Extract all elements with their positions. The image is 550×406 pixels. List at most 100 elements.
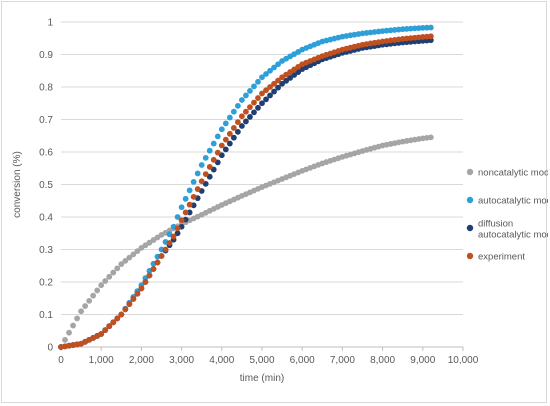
data-point [126, 254, 133, 261]
data-point [186, 201, 193, 208]
data-point [214, 133, 221, 140]
data-point [102, 278, 109, 284]
data-point [218, 142, 225, 149]
data-point [271, 64, 277, 71]
data-point [126, 301, 133, 307]
data-point [247, 114, 253, 120]
data-point [98, 282, 105, 289]
data-point [134, 248, 141, 255]
data-point [66, 329, 72, 336]
data-point [106, 273, 113, 280]
data-series [58, 24, 434, 350]
y-axis-title: conversion (%) [12, 151, 23, 218]
data-point [263, 87, 269, 94]
data-point [275, 84, 281, 91]
axes: 0 0.1 0.2 0.3 0.4 0.5 0.6 0.7 0.8 0.9 1 0 1,000 2,000… [39, 18, 479, 367]
data-point [90, 292, 97, 299]
legend-marker [466, 196, 474, 204]
x-tick-label: 4,000 [209, 355, 234, 366]
data-point [62, 336, 68, 343]
data-point [239, 123, 245, 129]
data-point [222, 146, 229, 153]
data-point [78, 308, 84, 315]
data-point [206, 164, 213, 170]
data-point [255, 78, 261, 85]
data-point [166, 240, 173, 246]
x-tick-label: 0 [58, 355, 64, 366]
x-tick-label: 6,000 [290, 355, 315, 366]
y-tick-label: 0.8 [39, 83, 53, 94]
data-point [255, 104, 261, 111]
series-autocatalytic-model [58, 24, 434, 350]
data-point [98, 331, 105, 337]
data-point [214, 149, 221, 156]
data-point [243, 118, 249, 125]
data-point [150, 266, 157, 272]
data-point [134, 290, 141, 297]
data-point [259, 74, 265, 81]
data-point [230, 125, 237, 131]
y-tick-label: 0.6 [39, 148, 53, 159]
data-point [283, 77, 290, 84]
data-point [202, 154, 209, 161]
data-point [170, 233, 177, 240]
data-point [174, 225, 181, 232]
data-point [267, 84, 273, 90]
data-point [226, 140, 233, 147]
y-tick-label: 0.7 [39, 115, 53, 126]
data-point [182, 195, 189, 202]
data-point [234, 119, 241, 125]
data-point [206, 147, 213, 154]
data-point [178, 204, 185, 211]
data-point [226, 130, 233, 137]
legend-item: autocatalytic model [466, 196, 548, 207]
data-point [267, 67, 273, 74]
data-point [110, 269, 117, 276]
data-point [263, 71, 269, 77]
data-point [427, 134, 434, 141]
x-tick-label: 10,000 [448, 355, 479, 366]
x-tick-label: 7,000 [330, 355, 355, 366]
legend-label: autocatalytic model [478, 196, 548, 207]
y-tick-label: 0.3 [39, 245, 53, 256]
legend-item: experiment [466, 252, 525, 263]
data-point [222, 120, 229, 127]
grid-lines [61, 21, 463, 315]
data-point [162, 246, 169, 253]
data-point [247, 88, 253, 94]
y-tick-label: 0 [47, 343, 53, 354]
data-point [86, 297, 93, 304]
data-point [194, 186, 201, 192]
data-point [287, 75, 294, 81]
series-experiment [58, 33, 434, 350]
data-point [239, 97, 245, 103]
x-tick-label: 2,000 [129, 355, 154, 366]
data-point [263, 96, 269, 103]
data-point [106, 323, 113, 330]
y-tick-label: 0.2 [39, 278, 53, 289]
legend-label: experiment [478, 252, 525, 263]
data-point [178, 217, 185, 224]
data-point [255, 95, 261, 101]
data-point [291, 72, 298, 78]
data-point [146, 272, 153, 279]
data-point [174, 230, 181, 237]
legend-marker [466, 252, 474, 260]
data-point [142, 279, 149, 285]
y-tick-label: 0.9 [39, 50, 53, 61]
y-tick-label: 0.1 [39, 310, 53, 321]
data-point [222, 136, 229, 143]
x-tick-label: 8,000 [370, 355, 395, 366]
data-point [271, 80, 277, 87]
data-point [186, 187, 193, 194]
data-point [114, 315, 121, 322]
data-point [251, 83, 257, 90]
data-point [194, 170, 201, 177]
data-point [251, 109, 257, 116]
data-point [275, 77, 281, 84]
data-point [427, 24, 434, 31]
